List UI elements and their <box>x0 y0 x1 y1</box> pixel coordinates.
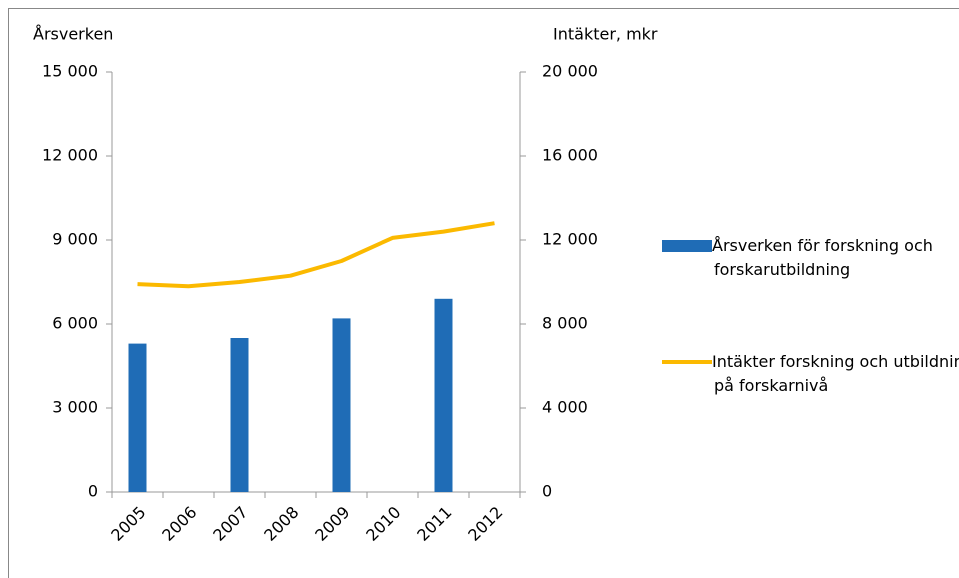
legend-label: Intäkter forskning och utbildning på for… <box>712 352 959 395</box>
y2-axis-title: Intäkter, mkr <box>553 25 658 44</box>
x-tick-label: 2008 <box>260 503 302 545</box>
x-tick-label: 2012 <box>464 503 506 545</box>
bar <box>230 338 249 492</box>
y-tick-label: 0 <box>88 482 98 501</box>
y2-tick-label: 16 000 <box>542 146 598 165</box>
y-tick-label: 3 000 <box>52 398 98 417</box>
bar <box>434 298 453 492</box>
line <box>137 221 495 289</box>
x-tick-label: 2009 <box>311 503 353 545</box>
x-tick-label: 2006 <box>158 503 200 545</box>
legend-label: Årsverken för forskning och forskarutbil… <box>712 236 933 279</box>
bar <box>128 343 147 492</box>
y2-tick-label: 12 000 <box>542 230 598 249</box>
y2-tick-label: 20 000 <box>542 62 598 81</box>
x-tick-label: 2005 <box>107 503 149 545</box>
y-tick-label: 15 000 <box>42 62 98 81</box>
x-tick-label: 2010 <box>362 503 404 545</box>
y-tick-label: 9 000 <box>52 230 98 249</box>
legend-swatch <box>662 240 712 252</box>
bar <box>332 318 351 492</box>
x-tick-label: 2007 <box>209 503 251 545</box>
frame <box>8 8 959 578</box>
y-tick-label: 6 000 <box>52 314 98 333</box>
y2-tick-label: 0 <box>542 482 552 501</box>
y2-tick-label: 8 000 <box>542 314 588 333</box>
x-tick-label: 2011 <box>413 503 455 545</box>
y2-tick-label: 4 000 <box>542 398 588 417</box>
y-axis-title: Årsverken <box>33 25 113 44</box>
y-tick-label: 12 000 <box>42 146 98 165</box>
